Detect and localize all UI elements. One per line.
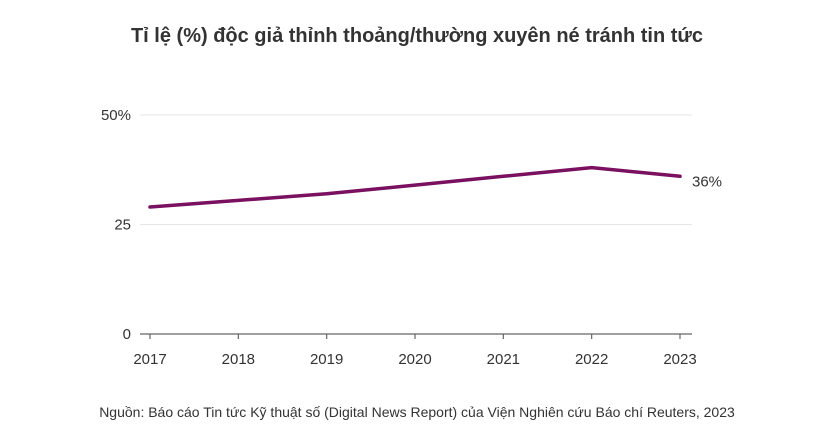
- y-tick-label: 25: [114, 217, 131, 234]
- line-chart: 0 25 50% 2017 2018 2019 2020 2021 2022 2023 36%: [101, 107, 722, 368]
- source-note: Nguồn: Báo cáo Tin tức Kỹ thuật số (Digi…: [99, 404, 735, 420]
- x-axis: 2017 2018 2019 2020 2021 2022 2023: [133, 333, 697, 368]
- end-value-label: 36%: [692, 173, 722, 190]
- y-axis: 0 25 50%: [101, 107, 131, 343]
- chart-title: Tỉ lệ (%) độc giả thỉnh thoảng/thường xu…: [130, 25, 704, 47]
- x-tick-label: 2023: [663, 351, 696, 368]
- x-tick-label: 2017: [133, 351, 166, 368]
- series-line: [148, 165, 682, 209]
- y-tick-label: 50%: [101, 107, 131, 124]
- x-tick-label: 2018: [222, 351, 255, 368]
- x-tick-label: 2021: [487, 351, 520, 368]
- x-tick-label: 2020: [398, 351, 431, 368]
- x-tick-label: 2019: [310, 351, 343, 368]
- data-labels: 36%: [692, 173, 722, 190]
- x-tick-label: 2022: [575, 351, 608, 368]
- y-tick-label: 0: [123, 326, 131, 343]
- gridlines: [140, 114, 692, 225]
- series-layer: [148, 165, 682, 209]
